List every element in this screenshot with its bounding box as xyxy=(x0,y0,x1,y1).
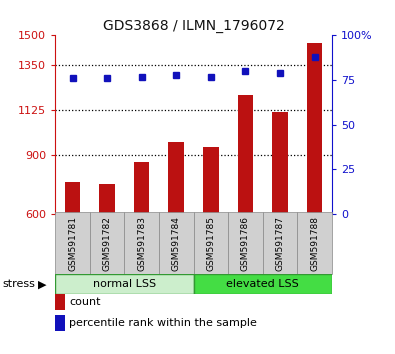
Bar xyxy=(228,212,263,274)
Text: GSM591786: GSM591786 xyxy=(241,216,250,271)
Bar xyxy=(90,212,124,274)
Text: GSM591783: GSM591783 xyxy=(137,216,146,271)
Bar xyxy=(159,212,194,274)
Bar xyxy=(65,182,80,214)
Bar xyxy=(263,212,297,274)
Bar xyxy=(203,147,218,214)
Bar xyxy=(307,43,322,214)
Bar xyxy=(55,274,194,294)
Text: stress: stress xyxy=(2,279,35,289)
Bar xyxy=(194,212,228,274)
Text: count: count xyxy=(69,297,101,307)
Text: elevated LSS: elevated LSS xyxy=(226,279,299,289)
Text: GSM591788: GSM591788 xyxy=(310,216,319,271)
Bar xyxy=(297,212,332,274)
Text: GSM591787: GSM591787 xyxy=(275,216,284,271)
Bar xyxy=(272,112,288,214)
Text: GSM591781: GSM591781 xyxy=(68,216,77,271)
Text: GSM591784: GSM591784 xyxy=(172,216,181,271)
Text: percentile rank within the sample: percentile rank within the sample xyxy=(69,318,257,328)
Text: GDS3868 / ILMN_1796072: GDS3868 / ILMN_1796072 xyxy=(103,19,284,34)
Text: GSM591785: GSM591785 xyxy=(206,216,215,271)
Bar xyxy=(238,95,253,214)
Text: ▶: ▶ xyxy=(38,279,46,289)
Bar xyxy=(55,212,90,274)
Bar xyxy=(194,274,332,294)
Bar xyxy=(134,161,149,214)
Text: GSM591782: GSM591782 xyxy=(103,216,112,271)
Bar xyxy=(100,184,115,214)
Bar xyxy=(169,142,184,214)
Text: normal LSS: normal LSS xyxy=(93,279,156,289)
Bar xyxy=(124,212,159,274)
